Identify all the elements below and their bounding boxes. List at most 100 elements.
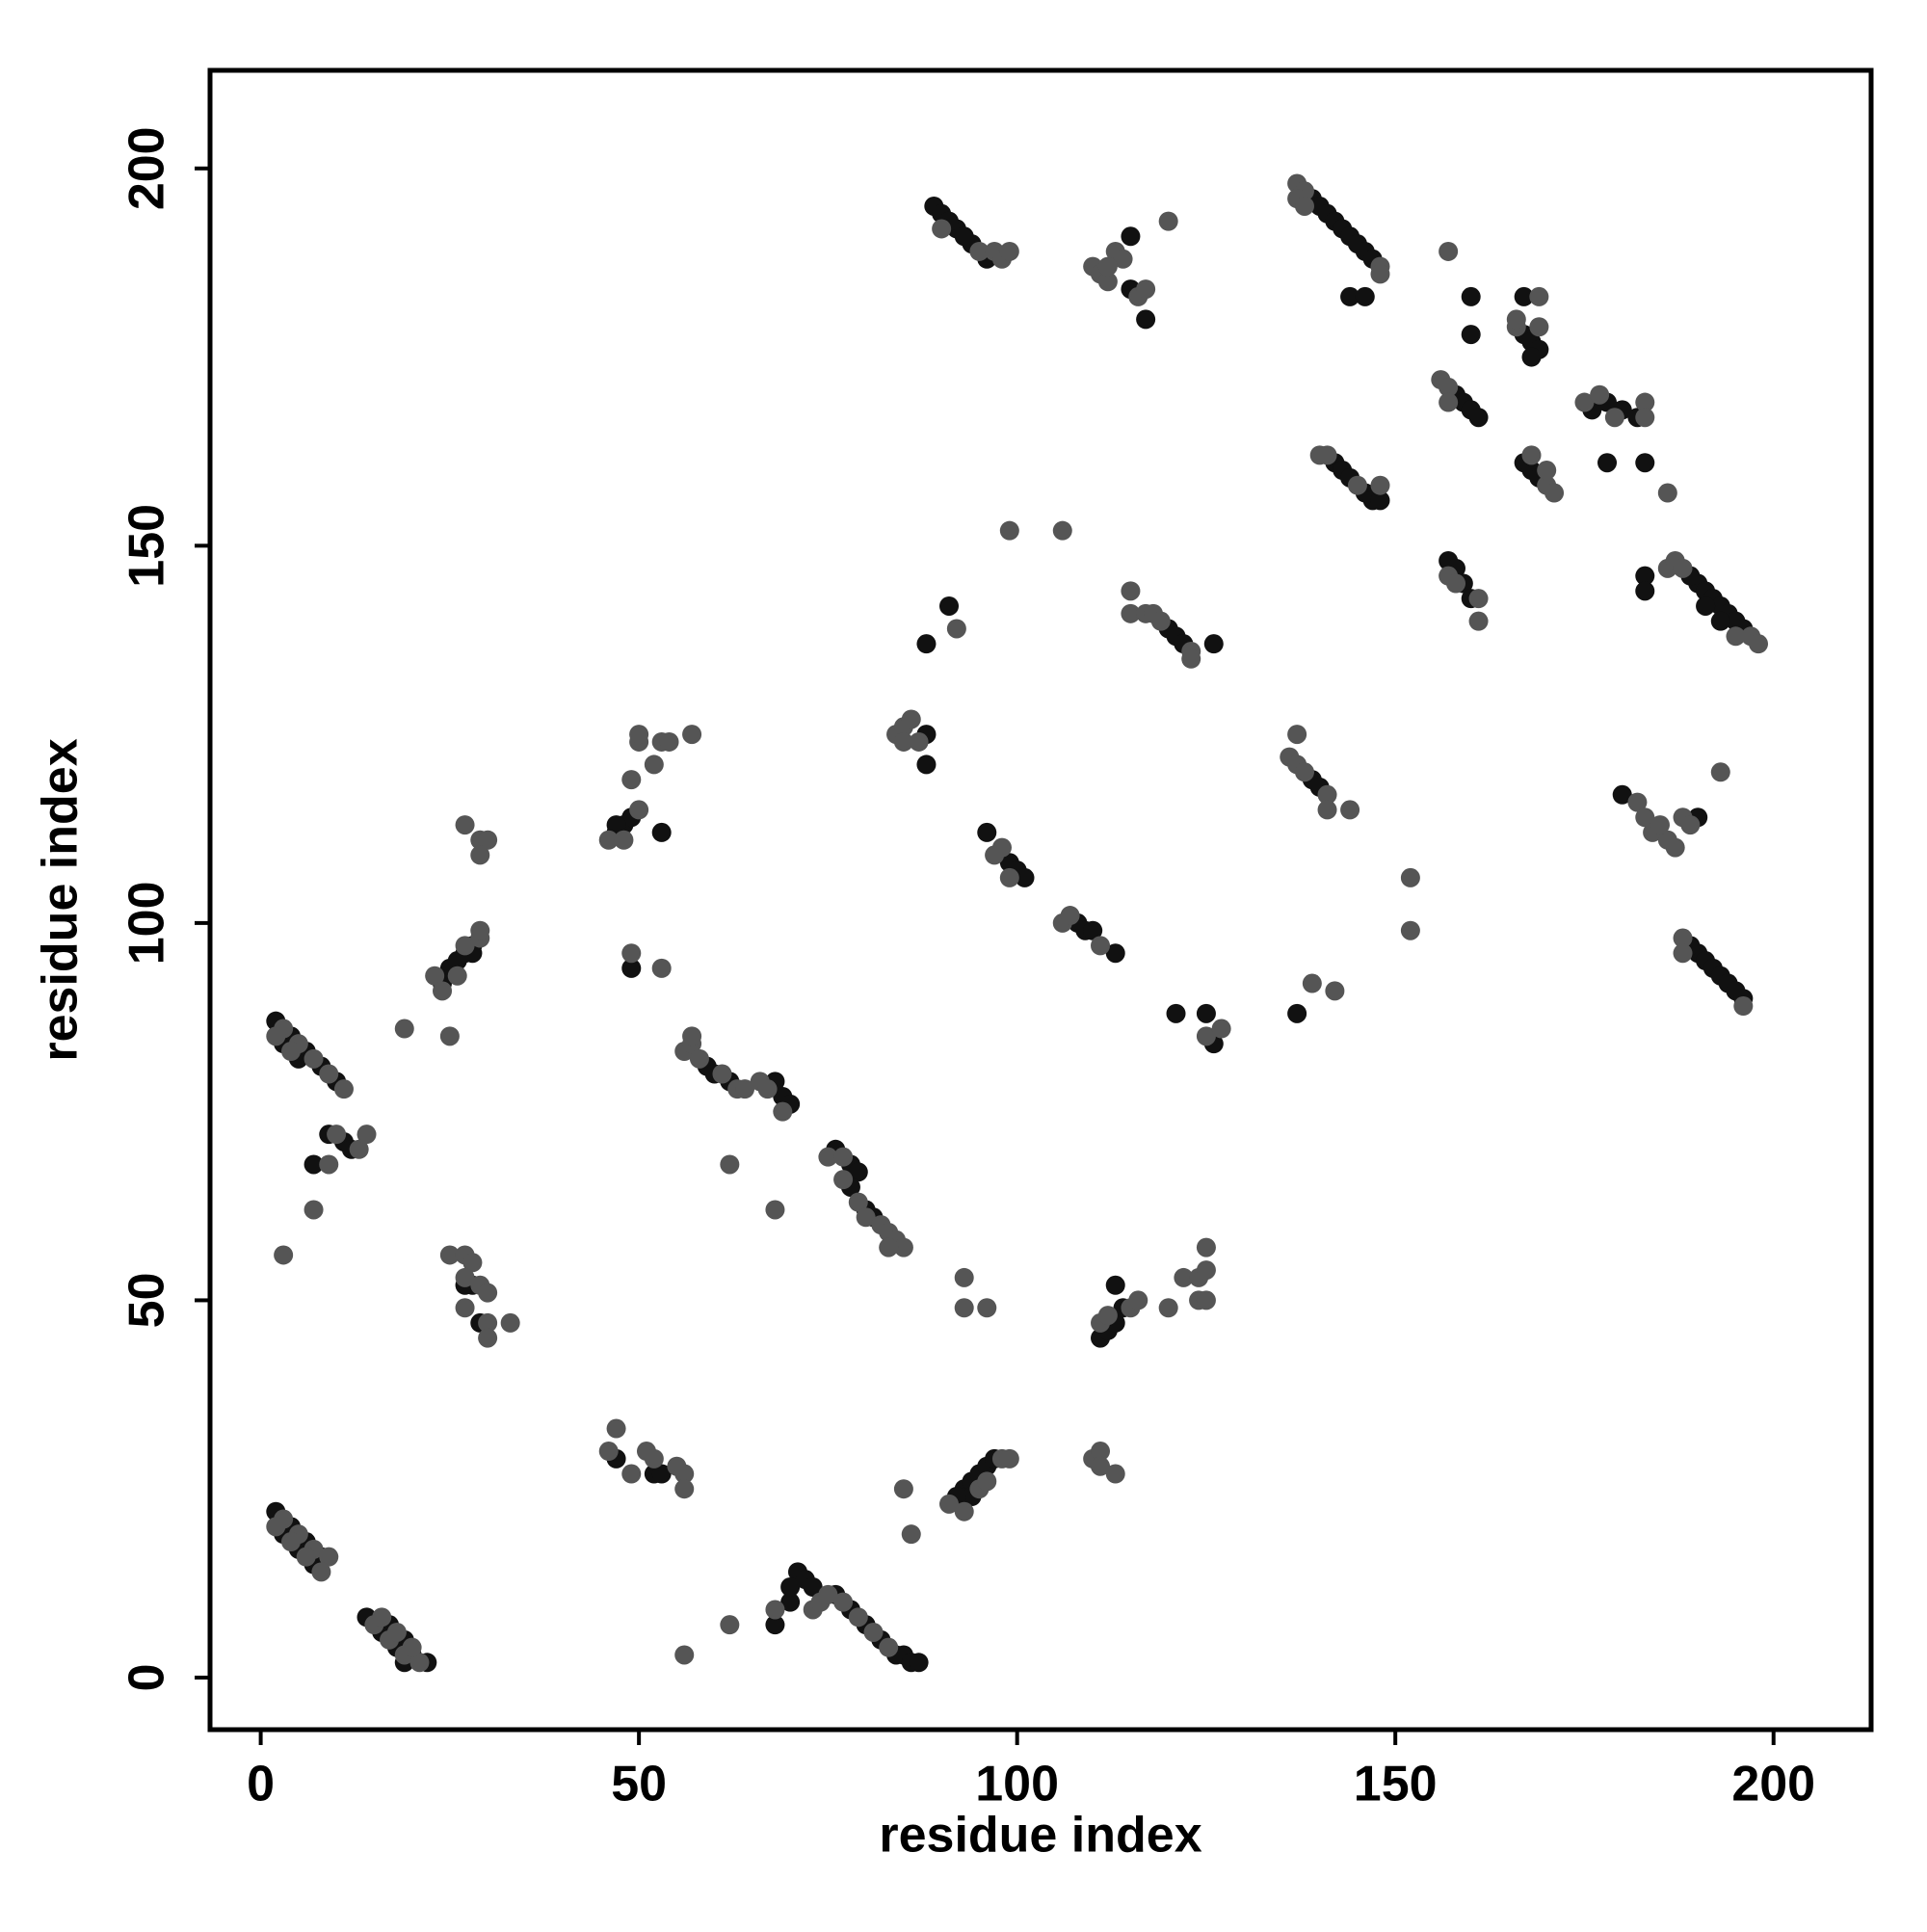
- point: [720, 1615, 740, 1635]
- point: [1537, 461, 1557, 481]
- point: [614, 830, 634, 850]
- point: [1121, 581, 1141, 601]
- point: [720, 1154, 740, 1175]
- point: [1015, 867, 1035, 887]
- point: [1325, 981, 1345, 1001]
- point: [1052, 520, 1072, 541]
- point: [1105, 1464, 1125, 1484]
- point: [439, 1026, 460, 1046]
- point: [856, 1207, 876, 1228]
- point: [304, 1048, 324, 1069]
- point: [879, 1637, 899, 1657]
- point: [939, 1494, 960, 1514]
- point: [939, 595, 960, 616]
- y-tick-label: 0: [119, 1664, 175, 1692]
- point: [893, 1237, 913, 1257]
- point: [1166, 1003, 1186, 1023]
- point: [629, 725, 649, 745]
- point: [455, 1298, 475, 1318]
- point: [1665, 837, 1685, 858]
- point: [1347, 475, 1367, 495]
- point: [999, 520, 1019, 541]
- point: [999, 1448, 1019, 1469]
- point: [1113, 249, 1133, 269]
- x-axis-label: residue index: [879, 1808, 1201, 1864]
- point: [674, 1464, 695, 1484]
- point: [274, 1245, 294, 1265]
- point: [765, 1615, 785, 1635]
- point: [281, 1532, 302, 1552]
- point: [356, 1125, 377, 1145]
- point: [425, 966, 445, 986]
- point: [848, 1192, 868, 1212]
- point: [1317, 800, 1337, 820]
- point: [1105, 1275, 1125, 1295]
- point: [1400, 920, 1420, 940]
- point: [1439, 377, 1459, 397]
- point: [629, 800, 649, 820]
- point: [1370, 264, 1390, 284]
- point: [372, 1607, 392, 1628]
- point: [682, 1026, 702, 1046]
- point: [621, 958, 642, 978]
- x-tick-label: 0: [247, 1757, 275, 1813]
- point: [674, 1479, 695, 1499]
- point: [1544, 483, 1565, 503]
- point: [304, 1154, 324, 1175]
- x-tick-label: 200: [1731, 1757, 1815, 1813]
- point: [780, 1576, 801, 1597]
- point: [1635, 453, 1655, 473]
- point: [1340, 286, 1360, 306]
- point: [1196, 1237, 1216, 1257]
- x-tick-label: 100: [975, 1757, 1059, 1813]
- point: [1635, 408, 1655, 428]
- point: [281, 1042, 302, 1062]
- point: [1461, 286, 1481, 306]
- point: [1128, 1290, 1148, 1310]
- point: [954, 1501, 974, 1522]
- point: [803, 1576, 823, 1597]
- point: [977, 1471, 997, 1492]
- point: [863, 1622, 884, 1642]
- point: [1196, 1290, 1216, 1310]
- point: [848, 1607, 868, 1628]
- y-axis-label: residue index: [33, 738, 89, 1061]
- point: [327, 1125, 347, 1145]
- point: [433, 981, 453, 1001]
- point: [999, 867, 1019, 887]
- point: [644, 1448, 664, 1469]
- point: [1097, 1306, 1118, 1326]
- point: [319, 1064, 339, 1084]
- point: [1317, 445, 1337, 465]
- point: [621, 1464, 642, 1484]
- point: [1529, 317, 1549, 337]
- point: [1673, 558, 1693, 578]
- point: [901, 1524, 921, 1545]
- point: [1468, 589, 1489, 609]
- point: [1635, 581, 1655, 601]
- point: [1521, 347, 1542, 367]
- point: [1097, 272, 1118, 292]
- point: [1439, 241, 1459, 261]
- point: [1514, 286, 1534, 306]
- point: [916, 754, 937, 775]
- point: [1446, 573, 1465, 594]
- point: [1083, 920, 1103, 940]
- point: [1710, 762, 1730, 782]
- point: [470, 920, 490, 940]
- point: [1097, 256, 1118, 277]
- y-tick-label: 150: [119, 504, 175, 588]
- y-tick-label: 200: [119, 126, 175, 210]
- point: [1091, 1456, 1111, 1476]
- point: [1673, 928, 1693, 948]
- point: [1091, 936, 1111, 956]
- point: [333, 1079, 354, 1099]
- point: [1121, 603, 1141, 623]
- point: [909, 1653, 929, 1673]
- point: [1635, 807, 1655, 828]
- point: [1136, 309, 1156, 330]
- point: [1302, 973, 1322, 993]
- plot-frame: [207, 67, 1874, 1733]
- point: [1673, 943, 1693, 964]
- point: [478, 1312, 498, 1333]
